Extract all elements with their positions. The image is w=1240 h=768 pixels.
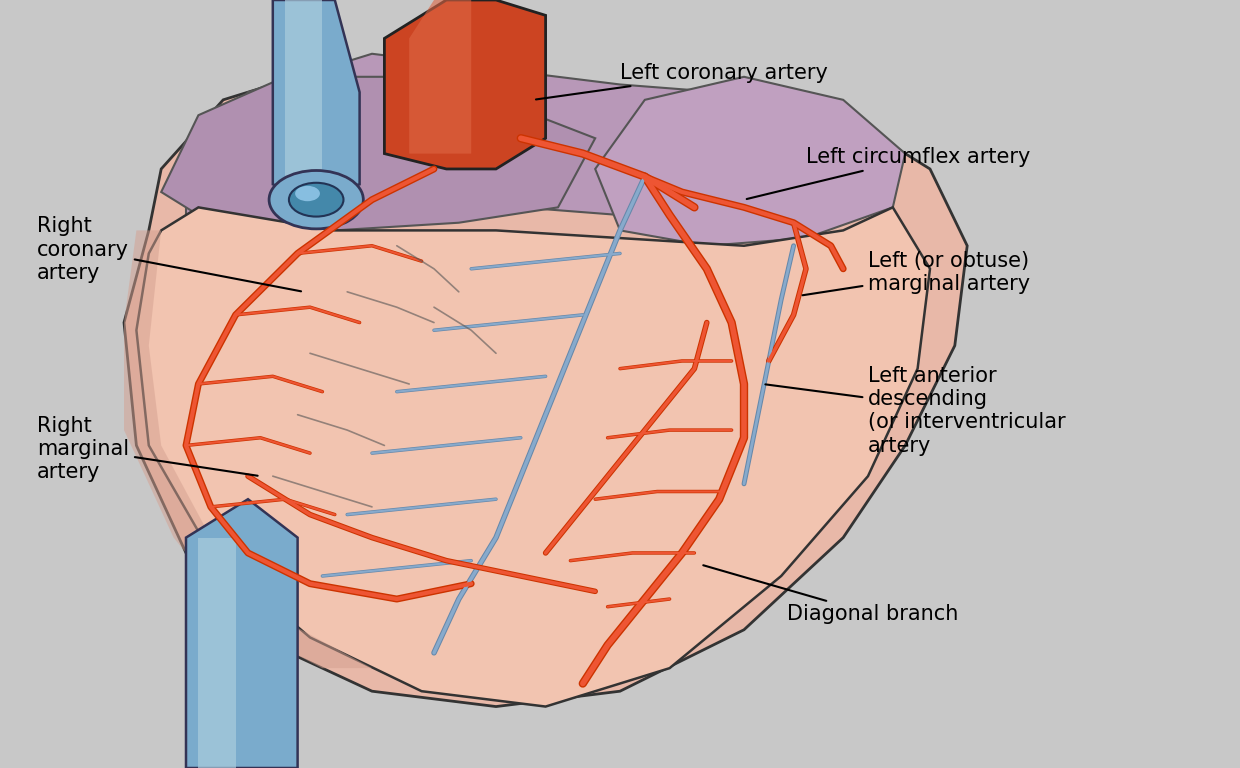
Polygon shape <box>198 538 236 768</box>
Polygon shape <box>384 0 546 169</box>
Text: Left (or obtuse)
marginal artery: Left (or obtuse) marginal artery <box>802 251 1030 295</box>
Text: Left anterior
descending
(or interventricular
artery: Left anterior descending (or interventri… <box>765 366 1065 455</box>
Polygon shape <box>409 0 471 154</box>
Polygon shape <box>136 207 930 707</box>
Polygon shape <box>186 499 298 768</box>
Text: Diagonal branch: Diagonal branch <box>703 565 959 624</box>
Polygon shape <box>595 77 905 246</box>
Text: Right
marginal
artery: Right marginal artery <box>37 416 258 482</box>
Circle shape <box>295 186 320 201</box>
Polygon shape <box>161 77 595 230</box>
Text: Left coronary artery: Left coronary artery <box>536 63 828 99</box>
Text: Left circumflex artery: Left circumflex artery <box>746 147 1030 199</box>
Polygon shape <box>124 61 967 707</box>
Circle shape <box>289 183 343 217</box>
Polygon shape <box>273 0 360 200</box>
Circle shape <box>269 170 363 229</box>
Polygon shape <box>124 230 372 668</box>
Polygon shape <box>186 54 868 230</box>
Text: Right
coronary
artery: Right coronary artery <box>37 217 301 291</box>
Polygon shape <box>285 0 322 184</box>
